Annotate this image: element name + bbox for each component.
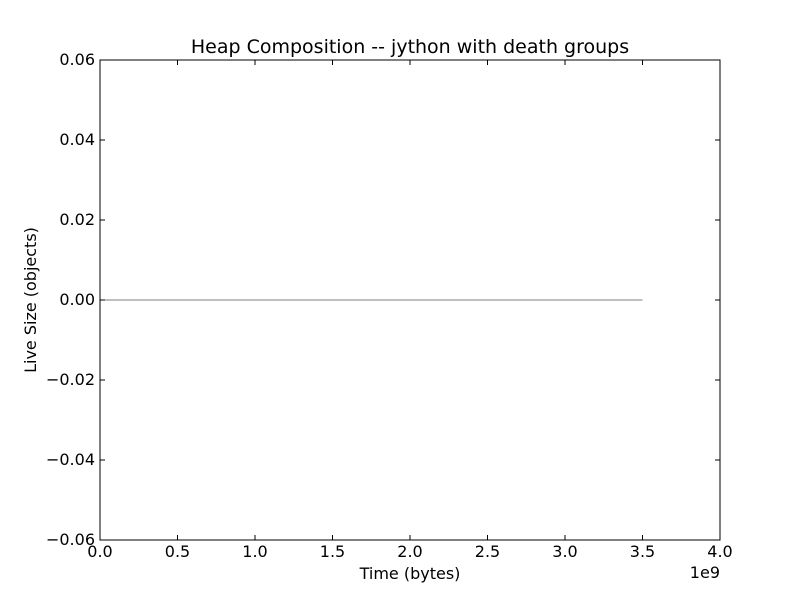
x-tick-label: 2.5 <box>475 542 500 561</box>
x-tick-label: 3.5 <box>630 542 655 561</box>
x-tick-label: 1.5 <box>320 542 345 561</box>
x-tick-label: 1.0 <box>242 542 267 561</box>
y-axis-label: Live Size (objects) <box>21 227 40 373</box>
y-tick-label: 0.02 <box>59 210 95 229</box>
y-tick-label: 0.06 <box>59 50 95 69</box>
x-tick-label: 2.0 <box>397 542 422 561</box>
x-tick-label: 4.0 <box>707 542 732 561</box>
chart-title: Heap Composition -- jython with death gr… <box>191 36 629 58</box>
x-tick-label: 0.0 <box>87 542 112 561</box>
y-tick-label: −0.04 <box>46 450 95 469</box>
y-tick-label: −0.06 <box>46 530 95 549</box>
x-axis-ticks: 0.0 0.5 1.0 1.5 2.0 2.5 3.0 3.5 4.0 <box>87 60 733 561</box>
x-axis-offset-label: 1e9 <box>690 563 720 582</box>
x-axis-label: Time (bytes) <box>359 564 461 583</box>
y-axis-ticks: −0.06 −0.04 −0.02 0.00 0.02 0.04 0.06 <box>46 50 720 549</box>
x-tick-label: 0.5 <box>165 542 190 561</box>
y-tick-label: −0.02 <box>46 370 95 389</box>
y-tick-label: 0.04 <box>59 130 95 149</box>
y-tick-label: 0.00 <box>59 290 95 309</box>
x-tick-label: 3.0 <box>552 542 577 561</box>
